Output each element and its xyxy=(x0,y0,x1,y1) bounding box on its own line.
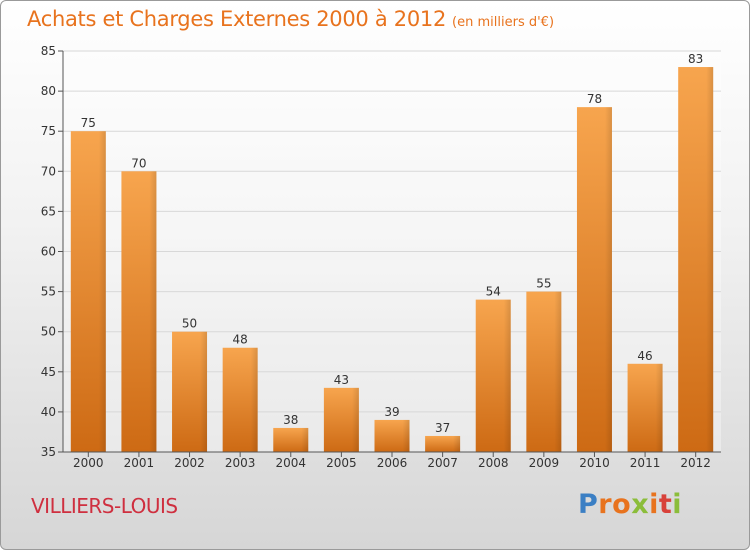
bar-shade xyxy=(374,419,410,452)
bar-shade xyxy=(222,347,258,452)
y-tick-label: 65 xyxy=(41,204,56,218)
x-tick-label: 2006 xyxy=(377,456,408,470)
y-tick-label: 60 xyxy=(41,245,56,259)
y-tick-label: 70 xyxy=(41,164,56,178)
y-tick-label: 80 xyxy=(41,84,56,98)
bar-value-label: 78 xyxy=(587,92,602,106)
logo-letter: r xyxy=(598,489,613,520)
x-tick-label: 2002 xyxy=(174,456,205,470)
bar-value-label: 38 xyxy=(283,413,298,427)
y-tick-label: 50 xyxy=(41,325,56,339)
x-tick-label: 2009 xyxy=(529,456,560,470)
bar-value-label: 43 xyxy=(334,373,349,387)
bar-shade xyxy=(121,171,157,453)
chart-title-text: Achats et Charges Externes 2000 à 2012 xyxy=(27,7,447,31)
x-tick-label: 2008 xyxy=(478,456,509,470)
logo-letter: t xyxy=(658,489,673,520)
bar-value-label: 70 xyxy=(131,156,146,170)
bars: 75 70 50 48 38 43 39 37 54 55 78 46 83 xyxy=(70,52,714,453)
x-tick-label: 2004 xyxy=(275,456,306,470)
y-tick-label: 45 xyxy=(41,365,56,379)
logo-letter: i xyxy=(649,489,659,520)
y-tick-label: 40 xyxy=(41,405,56,419)
proxiti-logo: Proxiti xyxy=(578,489,682,520)
bar-shade xyxy=(70,131,106,452)
bar-shade xyxy=(576,107,612,452)
bar-value-label: 39 xyxy=(384,405,399,419)
bar-shade xyxy=(627,363,663,452)
x-tick-label: 2005 xyxy=(326,456,357,470)
bar-shade xyxy=(323,387,359,452)
chart-title: Achats et Charges Externes 2000 à 2012 (e… xyxy=(27,7,554,31)
bar-shade xyxy=(172,331,208,452)
x-tick-label: 2011 xyxy=(630,456,661,470)
bar-value-label: 48 xyxy=(233,333,248,347)
y-tick-label: 35 xyxy=(41,445,56,459)
bar-shade xyxy=(526,291,562,452)
y-tick-label: 85 xyxy=(41,44,56,58)
bar-value-label: 55 xyxy=(536,277,551,291)
x-tick-label: 2007 xyxy=(427,456,458,470)
x-tick-label: 2012 xyxy=(680,456,711,470)
x-tick-label: 2001 xyxy=(124,456,155,470)
x-tick-label: 2003 xyxy=(225,456,256,470)
x-tick-label: 2000 xyxy=(73,456,104,470)
logo-letter: i xyxy=(672,489,683,520)
gridlines xyxy=(63,50,721,453)
bar-shade xyxy=(475,299,511,452)
commune-name: VILLIERS-LOUIS xyxy=(31,494,178,518)
logo-letter: P xyxy=(578,489,599,520)
bar-shade xyxy=(678,67,714,452)
bar-value-label: 83 xyxy=(688,52,703,66)
bar-value-label: 37 xyxy=(435,421,450,435)
logo-letter: o xyxy=(612,489,632,520)
logo-letter: x xyxy=(631,489,650,520)
x-tick-label: 2010 xyxy=(579,456,610,470)
bar-value-label: 75 xyxy=(81,116,96,130)
bar-value-label: 54 xyxy=(486,285,501,299)
bar-value-label: 50 xyxy=(182,317,197,331)
chart-subtitle: (en milliers d'€) xyxy=(452,15,555,30)
bar-shade xyxy=(273,427,309,452)
bar-value-label: 46 xyxy=(637,349,652,363)
y-tick-label: 75 xyxy=(41,124,56,138)
y-tick-label: 55 xyxy=(41,285,56,299)
axes: 35 40 45 50 55 60 65 70 75 80 85 2000 2001 2002 2003 20… xyxy=(41,44,721,470)
bar-shade xyxy=(425,435,461,452)
